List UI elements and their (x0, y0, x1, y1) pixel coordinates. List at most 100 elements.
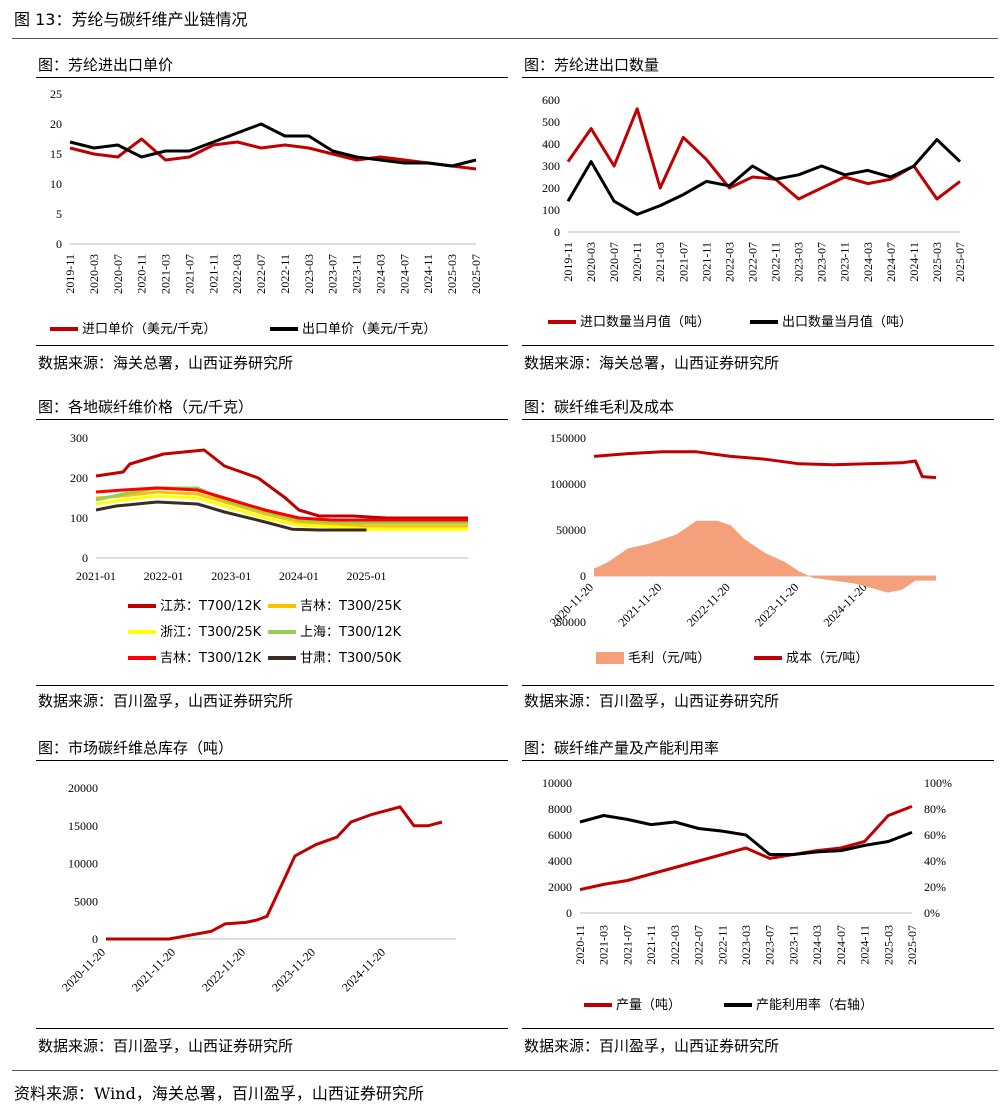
y-tick-label: 15 (50, 147, 62, 161)
y-tick-label: 100000 (550, 477, 586, 491)
x-tick-label: 2024-07 (397, 254, 411, 294)
x-tick-label: 2025-01 (347, 569, 387, 583)
legend-label: 吉林：T300/25K (300, 599, 402, 614)
y-tick-label: 0 (580, 569, 586, 583)
y-tick-label: 100 (542, 203, 560, 217)
x-tick-label: 2025-07 (469, 254, 483, 294)
chart-cf-inventory: 0 5000 10000 15000 20000 2020-11-20 2021-11-20… (59, 781, 456, 994)
x-tick-label: 2020-11 (630, 242, 644, 282)
y-tick-label: 200 (70, 471, 88, 485)
y-tick-label: 150000 (550, 431, 586, 445)
legend-label: 浙江：T300/25K (160, 625, 262, 640)
x-tick-label: 2020-11 (573, 925, 587, 965)
y-tick-label: 0 (56, 237, 62, 251)
y2-tick-label: 80% (924, 802, 946, 816)
y-tick-label: 0 (92, 932, 98, 946)
source-note: 数据来源：海关总署，山西证券研究所 (524, 354, 780, 372)
x-tick-label: 2022-11 (769, 242, 783, 282)
x-tick-label: 2022-07 (692, 925, 706, 965)
source-note: 数据来源：海关总署，山西证券研究所 (38, 354, 294, 372)
x-tick-label: 2022-03 (668, 925, 682, 965)
series-line-2 (95, 494, 468, 531)
y-tick-label: 10 (50, 177, 62, 191)
x-tick-label: 2025-03 (445, 254, 459, 294)
series-line-0 (106, 805, 443, 941)
x-tick-label: 2024-11 (421, 254, 435, 294)
series-line-0 (579, 804, 913, 892)
x-tick-label: 2021-07 (676, 242, 690, 282)
x-tick-label: 2025-03 (881, 925, 895, 965)
legend-label: 出口数量当月值（吨） (782, 314, 912, 330)
x-tick-label: 2020-03 (87, 254, 101, 294)
x-tick-label: 2024-03 (373, 254, 387, 294)
x-tick-label: 2025-03 (930, 242, 944, 282)
top-rule (12, 38, 998, 39)
x-tick-label: 2023-11 (786, 925, 800, 965)
chart-aramid-price: 0 5 10 15 20 25 2019-11 2020-03 2020-07 2020-11 20… (50, 87, 483, 337)
figure-title: 图 13：芳纶与碳纤维产业链情况 (14, 10, 248, 29)
panel-title: 图：碳纤维产量及产能利用率 (522, 737, 994, 761)
source-note: 数据来源：百川盈孚，山西证券研究所 (38, 692, 294, 710)
x-tick-label: 2023-11-20 (269, 945, 318, 994)
x-tick-label: 2024-07 (884, 242, 898, 282)
y-tick-label: 15000 (68, 819, 98, 833)
series-area-0 (594, 520, 936, 593)
x-tick-label: 2023-07 (763, 925, 777, 965)
series-line-0 (566, 107, 961, 201)
chart-cf-price: 0 100 200 300 2021-01 2022-01 2023-01 2024-01 20… (70, 431, 468, 666)
legend-swatch (596, 652, 624, 664)
x-tick-label: 2021-11 (644, 925, 658, 965)
y-tick-label: 10000 (542, 776, 572, 790)
series-line-1 (95, 490, 468, 528)
x-tick-label: 2021-03 (159, 254, 173, 294)
x-tick-label: 2024-03 (810, 925, 824, 965)
legend-label: 进口数量当月值（吨） (580, 314, 710, 330)
x-tick-label: 2020-07 (111, 254, 125, 294)
legend-label: 江苏：T700/12K (160, 598, 262, 614)
legend-label: 毛利（元/吨） (628, 651, 710, 666)
x-tick-label: 2024-11 (907, 242, 921, 282)
panel-title: 图：市场碳纤维总库存（吨） (36, 737, 508, 761)
panel-title: 图：各地碳纤维价格（元/千克） (36, 396, 508, 420)
x-tick-label: 2022-07 (745, 242, 759, 282)
panel-title: 图：芳纶进出口数量 (522, 54, 994, 78)
y-tick-label: -50000 (552, 615, 586, 629)
legend-label: 进口单价（美元/千克） (82, 322, 216, 337)
source-note: 数据来源：百川盈孚，山西证券研究所 (38, 1037, 294, 1055)
series-line-3 (95, 486, 468, 525)
x-tick-label: 2022-01 (144, 569, 184, 583)
x-tick-label: 2021-07 (182, 254, 196, 294)
y2-tick-label: 100% (924, 776, 952, 790)
x-tick-label: 2022-03 (722, 242, 736, 282)
x-tick-label: 2020-11 (135, 254, 149, 294)
y2-tick-label: 20% (924, 880, 946, 894)
legend-label: 吉林：T300/12K (160, 651, 262, 666)
x-tick-label: 2023-01 (211, 569, 251, 583)
panel-title: 图：碳纤维毛利及成本 (522, 396, 994, 420)
x-tick-label: 2021-03 (597, 925, 611, 965)
y-tick-label: 8000 (548, 802, 572, 816)
x-tick-label: 2024-11-20 (821, 580, 870, 629)
x-tick-label: 2020-07 (607, 242, 621, 282)
y2-tick-label: 0% (924, 906, 940, 920)
y-tick-label: 25 (50, 87, 62, 101)
x-tick-label: 2021-07 (620, 925, 634, 965)
x-tick-label: 2022-11-20 (199, 945, 248, 994)
y-tick-label: 100 (70, 511, 88, 525)
y-tick-label: 10000 (68, 857, 98, 871)
x-tick-label: 2023-11 (838, 242, 852, 282)
y-tick-label: 400 (542, 137, 560, 151)
x-tick-label: 2023-07 (815, 242, 829, 282)
x-tick-label: 2020-03 (584, 242, 598, 282)
x-tick-label: 2022-03 (230, 254, 244, 294)
x-tick-label: 2023-03 (302, 254, 316, 294)
y-tick-label: 2000 (548, 880, 572, 894)
x-tick-label: 2025-07 (905, 925, 919, 965)
y-tick-label: 6000 (548, 828, 572, 842)
x-tick-label: 2020-11-20 (59, 945, 108, 994)
y-tick-label: 600 (542, 93, 560, 107)
y2-tick-label: 60% (924, 828, 946, 842)
panel-title: 图：芳纶进出口单价 (36, 54, 508, 78)
legend-label: 产量（吨） (616, 998, 681, 1013)
series-line-0 (95, 448, 468, 520)
